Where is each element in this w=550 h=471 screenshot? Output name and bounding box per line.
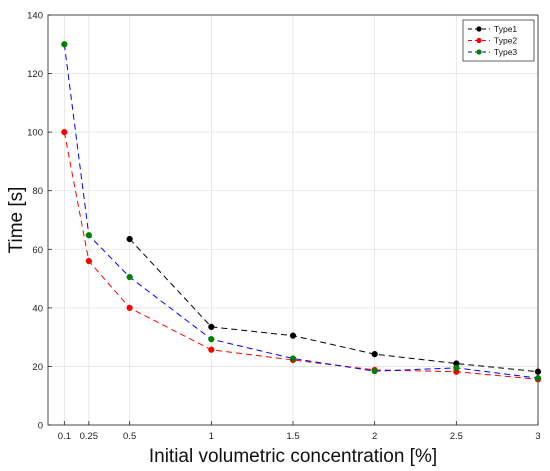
x-tick-label: 1.5 bbox=[286, 431, 299, 442]
legend-label-type2: Type2 bbox=[494, 36, 517, 46]
y-tick-label: 40 bbox=[32, 303, 43, 314]
series-type3 bbox=[61, 41, 542, 382]
legend-marker-type3 bbox=[476, 49, 482, 55]
y-axis-title: Time [s] bbox=[6, 187, 27, 254]
data-point-type2 bbox=[85, 257, 92, 265]
y-tick-label: 100 bbox=[27, 128, 43, 139]
data-point-type3 bbox=[534, 374, 542, 382]
data-point-type1 bbox=[208, 323, 215, 331]
data-point-type2 bbox=[126, 304, 133, 312]
data-point-type2 bbox=[208, 346, 215, 353]
x-tick-label: 2.5 bbox=[450, 431, 463, 442]
y-tick-label: 120 bbox=[27, 69, 43, 80]
data-point-type3 bbox=[85, 232, 92, 239]
data-point-type1 bbox=[534, 368, 542, 375]
x-tick-label: 0.1 bbox=[58, 431, 71, 442]
series-line-type3 bbox=[63, 44, 539, 379]
data-series bbox=[61, 41, 542, 383]
y-tick-label: 140 bbox=[27, 11, 43, 22]
series-line-type2 bbox=[63, 132, 539, 380]
y-tick-label: 80 bbox=[32, 186, 43, 197]
legend-label-type3: Type3 bbox=[494, 47, 517, 57]
legend-label-type1: Type1 bbox=[494, 24, 517, 34]
x-tick-label: 2 bbox=[372, 431, 377, 442]
x-tick-label: 1 bbox=[209, 431, 214, 442]
y-tick-label: 20 bbox=[32, 362, 43, 373]
series-line-type1 bbox=[129, 238, 539, 373]
y-tick-label: 0 bbox=[38, 421, 43, 432]
data-point-type2 bbox=[61, 128, 68, 136]
data-point-type3 bbox=[371, 367, 378, 375]
x-axis-title: Initial volumetric concentration [%] bbox=[149, 446, 437, 467]
data-point-type3 bbox=[208, 336, 215, 343]
x-tick-label: 0.25 bbox=[80, 431, 99, 442]
legend-box bbox=[462, 19, 535, 62]
legend-marker-type1 bbox=[476, 26, 482, 32]
y-tick-label: 60 bbox=[32, 245, 43, 256]
axis-ticks: 0.1 0.25 0.5 1 1.5 2 2.5 3 0 20 40 60 80 100 120 140 bbox=[27, 11, 541, 443]
data-point-type3 bbox=[61, 41, 68, 48]
data-point-type1 bbox=[289, 332, 297, 339]
x-tick-label: 3 bbox=[535, 431, 540, 442]
data-point-type1 bbox=[371, 350, 378, 358]
legend-marker-type2 bbox=[476, 37, 482, 44]
data-point-type3 bbox=[453, 364, 460, 372]
data-point-type1 bbox=[126, 235, 133, 243]
x-tick-label: 0.5 bbox=[123, 431, 136, 442]
data-point-type3 bbox=[289, 355, 297, 362]
data-point-type3 bbox=[126, 273, 133, 281]
series-type1 bbox=[126, 235, 542, 375]
